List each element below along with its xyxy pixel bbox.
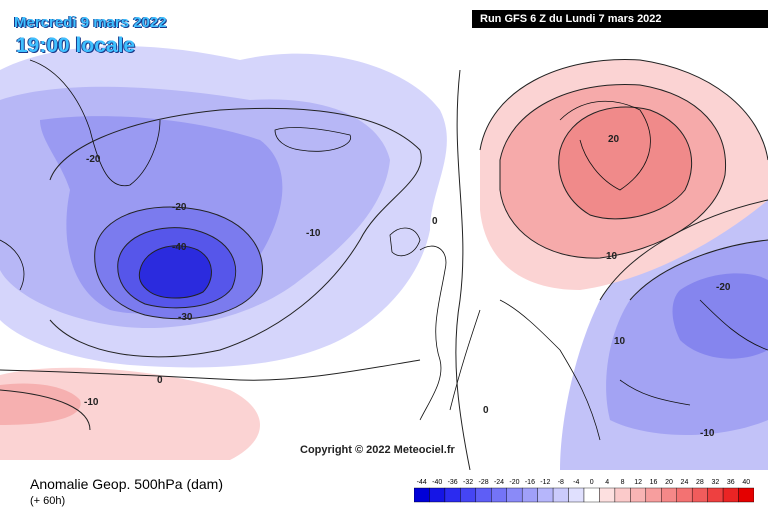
contour-label: 0 — [157, 375, 163, 386]
legend-label: -12 — [540, 479, 550, 486]
legend-swatch — [568, 487, 585, 503]
legend-swatch — [661, 487, 677, 503]
legend-label: -40 — [432, 479, 442, 486]
legend-label: 0 — [590, 479, 594, 486]
legend-label: -4 — [573, 479, 579, 486]
legend-swatch — [506, 487, 523, 503]
model-run-banner: Run GFS 6 Z du Lundi 7 mars 2022 — [472, 10, 768, 28]
legend-label: -24 — [494, 479, 504, 486]
contour-label: -20 — [172, 202, 187, 213]
legend-swatch — [614, 487, 631, 503]
legend-swatch — [599, 487, 616, 503]
legend-swatch — [691, 487, 708, 503]
contour-label: -30 — [178, 312, 193, 323]
legend-swatch — [444, 487, 461, 503]
contour-label: -40 — [172, 242, 187, 253]
legend-swatch — [521, 487, 538, 503]
legend-swatch — [645, 487, 662, 503]
contour-label: 0 — [483, 405, 489, 416]
legend-swatch — [475, 487, 492, 503]
legend-label: 16 — [650, 479, 658, 486]
anomaly-map: -20 -20 -40 -30 -10 0 0 -10 20 10 -20 10… — [0, 46, 768, 470]
contour-label: 0 — [432, 216, 438, 227]
legend-label: -8 — [558, 479, 564, 486]
contour-label: 20 — [608, 134, 620, 145]
legend-label: 40 — [742, 479, 750, 486]
forecast-lead: (+ 60h) — [30, 495, 66, 507]
contour-label: -20 — [716, 282, 731, 293]
low-core-inner — [139, 245, 212, 298]
copyright: Copyright © 2022 Meteociel.fr — [300, 444, 455, 456]
legend-swatch — [429, 487, 446, 503]
contour-label: -10 — [700, 428, 715, 439]
legend-label: -32 — [463, 479, 473, 486]
map-title: Anomalie Geop. 500hPa (dam) — [30, 476, 223, 492]
legend-label: -44 — [417, 479, 427, 486]
legend-swatch — [460, 487, 477, 503]
east-negative-area-3 — [672, 273, 768, 359]
contour-label: -20 — [86, 154, 101, 165]
legend-swatch — [552, 487, 569, 503]
legend-swatch — [676, 487, 693, 503]
legend-swatch — [414, 487, 430, 503]
contour-label: 10 — [614, 336, 626, 347]
forecast-date: Mercredi 9 mars 2022 — [14, 14, 167, 31]
legend-label: 24 — [681, 479, 689, 486]
legend-label: 12 — [634, 479, 642, 486]
legend-swatch — [630, 487, 647, 503]
legend-label: 8 — [621, 479, 625, 486]
legend-label: -28 — [478, 479, 488, 486]
legend-swatch — [583, 487, 600, 503]
legend-swatch — [722, 487, 739, 503]
contour-label: 10 — [606, 251, 618, 262]
positive-anomaly-area-3 — [558, 106, 692, 219]
contour-label: -10 — [306, 228, 321, 239]
legend-label: 32 — [711, 479, 719, 486]
color-legend: -44 -40 -36 -32 -28 -24 -20 -16 -12 -8 -4 0 4 8 12 16 20… — [414, 479, 754, 503]
legend-label: -36 — [448, 479, 458, 486]
legend-label: 20 — [665, 479, 673, 486]
legend-swatch — [707, 487, 724, 503]
legend-swatch — [537, 487, 554, 503]
legend-label: -20 — [509, 479, 519, 486]
legend-swatch — [738, 487, 754, 503]
legend-swatch — [491, 487, 507, 503]
forecast-time: 19:00 locale — [16, 34, 136, 57]
south-positive-area-2 — [0, 383, 81, 425]
legend-label: 36 — [727, 479, 735, 486]
legend-label: 4 — [605, 479, 609, 486]
legend-label: -16 — [525, 479, 535, 486]
contour-label: -10 — [84, 397, 99, 408]
legend-label: 28 — [696, 479, 704, 486]
